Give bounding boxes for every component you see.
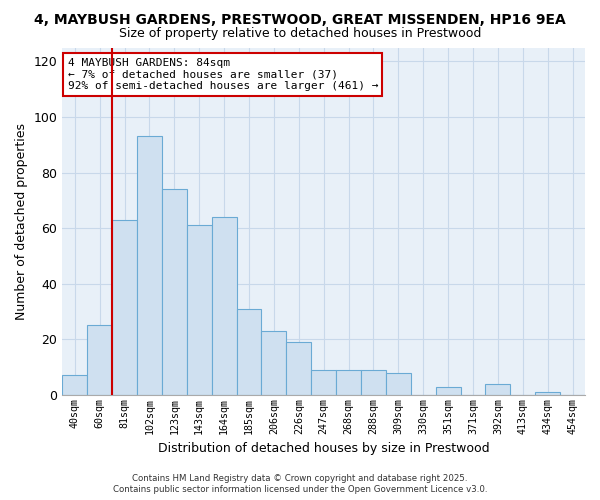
Bar (112, 220, 137, 395)
Bar (361, 370, 386, 395)
Bar (212, 217, 236, 395)
Bar (137, 136, 162, 395)
Bar (62, 376, 87, 395)
Bar (386, 372, 411, 395)
Bar (336, 370, 361, 395)
Bar (485, 384, 511, 395)
Bar (187, 226, 212, 395)
Text: Size of property relative to detached houses in Prestwood: Size of property relative to detached ho… (119, 28, 481, 40)
Bar (436, 386, 461, 395)
Text: 4 MAYBUSH GARDENS: 84sqm
← 7% of detached houses are smaller (37)
92% of semi-de: 4 MAYBUSH GARDENS: 84sqm ← 7% of detache… (68, 58, 378, 91)
Bar (236, 308, 262, 395)
Bar (262, 331, 286, 395)
Bar (311, 370, 336, 395)
Bar (535, 392, 560, 395)
Bar (87, 326, 112, 395)
Bar (162, 189, 187, 395)
Text: Contains HM Land Registry data © Crown copyright and database right 2025.
Contai: Contains HM Land Registry data © Crown c… (113, 474, 487, 494)
Y-axis label: Number of detached properties: Number of detached properties (15, 122, 28, 320)
Bar (286, 342, 311, 395)
Text: 4, MAYBUSH GARDENS, PRESTWOOD, GREAT MISSENDEN, HP16 9EA: 4, MAYBUSH GARDENS, PRESTWOOD, GREAT MIS… (34, 12, 566, 26)
X-axis label: Distribution of detached houses by size in Prestwood: Distribution of detached houses by size … (158, 442, 490, 455)
